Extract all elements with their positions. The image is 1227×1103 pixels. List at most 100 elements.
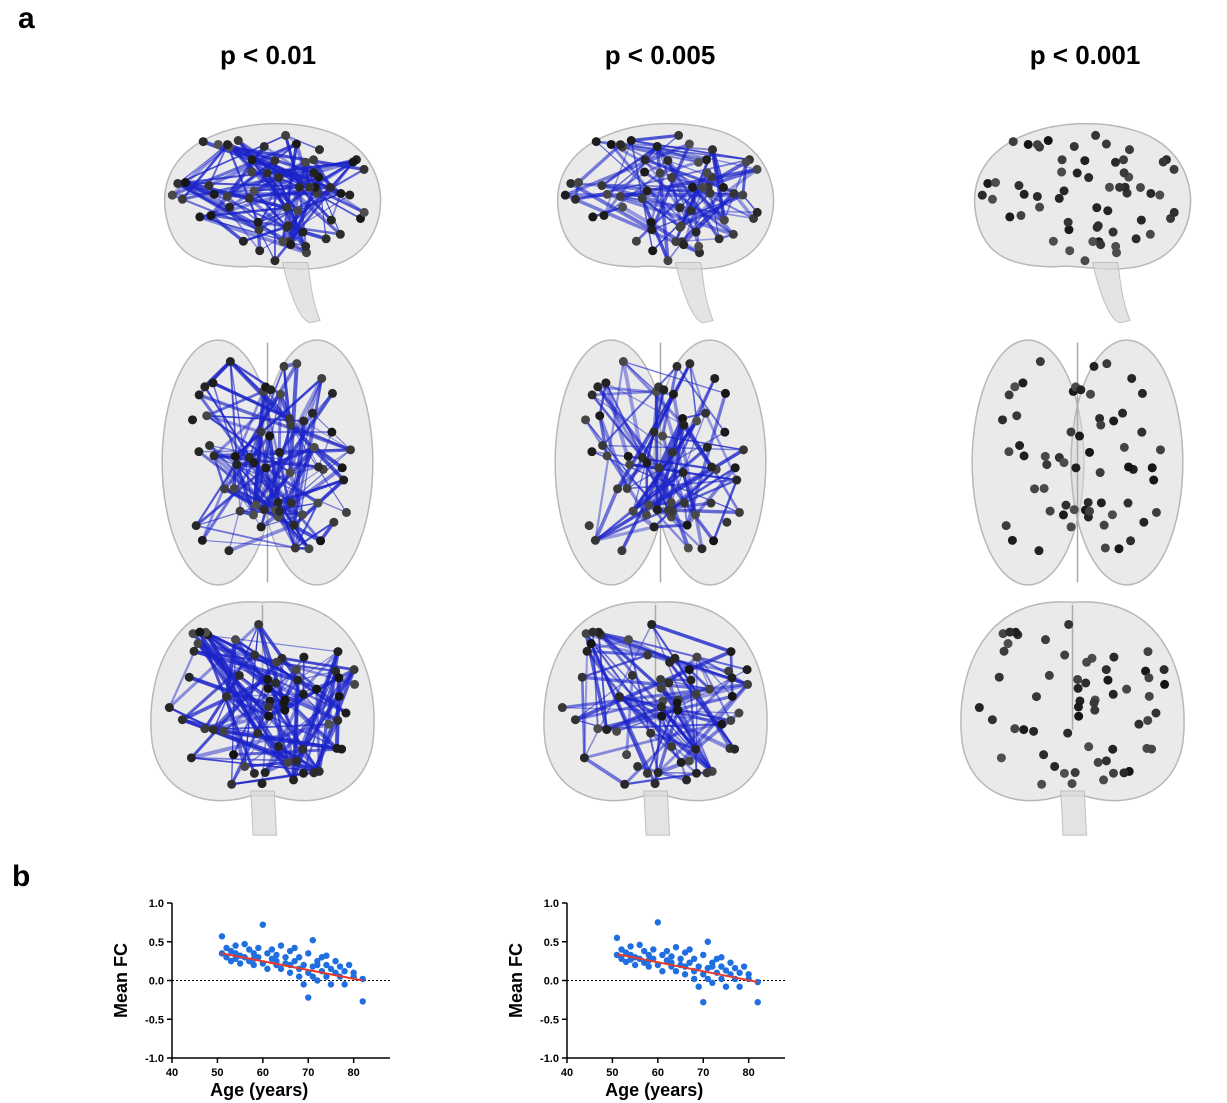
brain-node — [1092, 222, 1102, 232]
brain-node — [730, 463, 740, 473]
brain-node — [714, 234, 724, 244]
brain-node — [1135, 182, 1145, 192]
brain-node — [595, 411, 605, 421]
brain-node — [1160, 679, 1170, 689]
data-point — [277, 965, 285, 973]
brain-node — [291, 139, 301, 149]
brain-node — [1118, 408, 1128, 418]
brain-node — [623, 451, 633, 461]
brain-node — [188, 629, 198, 639]
brain-node — [1114, 544, 1124, 554]
brain-node — [617, 546, 627, 556]
data-point — [645, 963, 652, 970]
brain-node — [1069, 505, 1079, 515]
data-point — [659, 951, 666, 959]
brain-node — [1110, 157, 1120, 167]
brain-node — [195, 627, 205, 637]
brain-node — [255, 246, 265, 256]
data-point — [700, 971, 707, 978]
brain-node — [1102, 359, 1112, 369]
brain-node — [1085, 447, 1095, 457]
brain-node — [637, 193, 647, 203]
network-edge — [625, 675, 634, 755]
column-title-p0001: p < 0.001 — [1029, 40, 1141, 70]
brain-node — [586, 639, 596, 649]
brain-node — [612, 726, 622, 736]
brain-node — [646, 728, 656, 738]
brain-node — [722, 517, 732, 527]
data-point — [677, 955, 684, 962]
network-edge — [656, 145, 699, 164]
brain-node — [184, 672, 194, 682]
brain-node — [987, 194, 997, 204]
brain-node — [584, 521, 594, 531]
data-point — [736, 983, 743, 990]
brain-node — [647, 225, 657, 235]
brain-node — [285, 468, 295, 478]
data-point — [327, 965, 335, 973]
brain-node — [234, 670, 244, 680]
brain-node — [275, 447, 285, 457]
network-edge — [667, 468, 718, 512]
data-point — [236, 960, 244, 967]
network-edge — [266, 677, 339, 723]
brain-node — [614, 692, 624, 702]
network-edge — [616, 461, 649, 491]
network-edge — [190, 722, 330, 760]
brain-node — [193, 639, 203, 649]
brain-node — [566, 178, 576, 188]
brain-node — [678, 468, 688, 478]
brain-node — [1149, 475, 1159, 485]
brain-node — [164, 703, 174, 713]
network-edge — [302, 670, 337, 774]
brain-node — [1091, 130, 1101, 140]
network-edge — [224, 696, 247, 767]
brain-node — [345, 190, 355, 200]
brain-node — [1070, 768, 1080, 778]
brain-node — [1119, 168, 1129, 178]
network-edge — [281, 656, 355, 672]
x-tick-label: 60 — [652, 1067, 664, 1079]
brain-node — [718, 182, 728, 192]
data-point — [300, 981, 307, 988]
brain-node — [667, 173, 677, 183]
network-edge — [594, 448, 745, 542]
data-point — [341, 968, 348, 975]
brain-node — [581, 415, 591, 425]
brain-node — [675, 203, 685, 213]
network-edge — [631, 139, 750, 161]
brain-node — [1074, 711, 1084, 721]
brain-node — [738, 445, 748, 455]
brain-node — [331, 666, 341, 676]
brain-node — [300, 157, 310, 167]
network-edge — [171, 143, 229, 197]
brain-node — [719, 215, 729, 225]
brain-node — [702, 442, 712, 452]
brain-node — [1137, 427, 1147, 437]
network-edge — [668, 661, 736, 750]
brain-node — [694, 241, 704, 251]
brain-node — [1016, 210, 1026, 220]
brain-node — [313, 498, 323, 508]
network-edge — [577, 143, 622, 184]
x-axis-label: Age (years) — [210, 1080, 308, 1100]
brain-node — [1158, 157, 1168, 167]
brain-node — [209, 451, 219, 461]
network-edge — [688, 668, 711, 691]
network-edge — [184, 181, 231, 209]
network-edge — [195, 524, 296, 549]
brain-node — [1003, 639, 1013, 649]
network-edge — [625, 362, 692, 490]
network-edge — [622, 361, 657, 392]
data-point — [700, 999, 707, 1006]
network-edge — [661, 435, 686, 504]
brain-node — [1008, 137, 1018, 147]
data-point — [672, 943, 680, 951]
brain-node — [1072, 168, 1082, 178]
brain-node — [1085, 506, 1095, 516]
brain-node — [664, 678, 674, 688]
brain-node — [253, 728, 263, 738]
brain-node — [309, 168, 319, 178]
brain-node — [1076, 385, 1086, 395]
network-edge — [203, 674, 241, 730]
